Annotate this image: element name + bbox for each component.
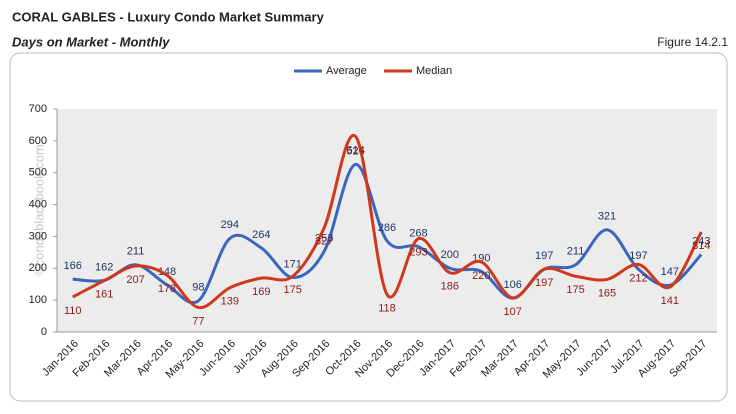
plot-area <box>57 109 717 332</box>
y-tick-label: 400 <box>29 198 47 210</box>
data-label: 211 <box>127 246 145 258</box>
data-label: 197 <box>535 250 553 262</box>
data-label: 162 <box>95 261 113 273</box>
chart-subtitle: Days on Market - Monthly <box>12 34 170 49</box>
data-label: 200 <box>441 249 459 261</box>
data-label: 118 <box>378 302 396 314</box>
data-label: 197 <box>535 277 553 289</box>
data-label: 207 <box>126 274 144 286</box>
data-label: 110 <box>64 305 82 317</box>
data-label: 197 <box>629 250 647 262</box>
data-label: 212 <box>629 272 647 284</box>
data-label: 77 <box>192 315 204 327</box>
y-tick-label: 200 <box>29 262 47 274</box>
data-label: 314 <box>692 240 710 252</box>
data-label: 161 <box>95 289 113 301</box>
series-line <box>72 133 703 309</box>
y-tick-label: 600 <box>29 135 47 147</box>
data-label: 614 <box>346 144 364 156</box>
watermark: ©condoblackbook.com <box>31 144 46 276</box>
data-label: 175 <box>284 284 302 296</box>
figure-label: Figure 14.2.1 <box>657 35 728 49</box>
data-label: 98 <box>192 282 204 294</box>
data-label: 220 <box>472 270 490 282</box>
data-label: 293 <box>409 247 427 259</box>
data-label: 175 <box>566 284 584 296</box>
legend-label: Median <box>416 65 452 77</box>
data-label: 186 <box>441 281 459 293</box>
legend-label: Average <box>326 65 367 77</box>
data-label: 178 <box>158 283 176 295</box>
data-label: 147 <box>661 266 679 278</box>
data-label: 286 <box>378 222 396 234</box>
data-label: 141 <box>661 295 679 307</box>
data-label: 148 <box>158 266 176 278</box>
data-label: 211 <box>567 246 585 258</box>
y-tick-label: 500 <box>29 167 47 179</box>
data-label: 169 <box>252 286 270 298</box>
series-line <box>72 162 703 305</box>
page-title: CORAL GABLES - Luxury Condo Market Summa… <box>12 9 325 24</box>
data-label: 264 <box>252 229 270 241</box>
data-label: 327 <box>315 236 333 248</box>
data-label: 166 <box>64 260 82 272</box>
y-tick-label: 300 <box>29 230 47 242</box>
data-label: 321 <box>598 211 616 223</box>
data-label: 165 <box>598 287 616 299</box>
y-tick-label: 0 <box>41 326 47 338</box>
data-label: 268 <box>409 228 427 240</box>
data-label: 107 <box>504 306 522 318</box>
data-label: 294 <box>221 219 239 231</box>
data-label: 139 <box>221 296 239 308</box>
data-label: 171 <box>284 258 302 270</box>
y-tick-label: 700 <box>29 103 47 115</box>
data-label: 106 <box>504 279 522 291</box>
y-tick-label: 100 <box>29 294 47 306</box>
